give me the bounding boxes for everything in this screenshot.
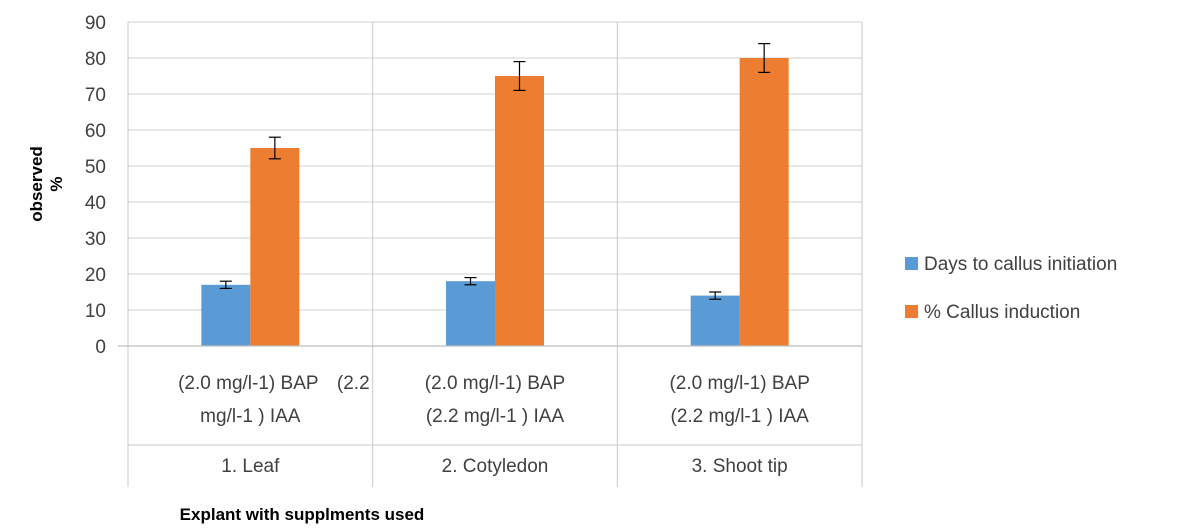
- axes: [118, 22, 863, 487]
- bar-days-to-callus: [201, 284, 251, 346]
- y-tick-label: 80: [85, 49, 106, 70]
- category-value-label: (2.0 mg/l-1) BAP: [669, 373, 809, 394]
- legend-swatch: [905, 305, 918, 318]
- category-group-label: 3. Shoot tip: [692, 456, 788, 477]
- bar-callus-induction: [250, 148, 300, 346]
- category-value-label: (2.2 mg/l-1 ) IAA: [426, 406, 565, 427]
- bar-days-to-callus: [690, 295, 740, 346]
- y-tick-label: 60: [85, 121, 106, 142]
- y-axis-title: observed: [27, 146, 46, 222]
- category-value-label: (2.0 mg/l-1) BAP: [425, 373, 565, 394]
- legend-label: Days to callus initiation: [924, 254, 1117, 275]
- y-tick-label: 90: [85, 13, 106, 34]
- category-value-label: (2.2 mg/l-1 ) IAA: [671, 406, 810, 427]
- category-value-label: (2.2: [337, 373, 370, 394]
- category-group-label: 1. Leaf: [221, 456, 280, 477]
- axis-labels: 0 10 20 30 40 50 60 70 80 90 (2.0 mg/l-1) BAP (2.2 m…: [27, 13, 810, 524]
- bar-days-to-callus: [446, 281, 495, 346]
- legend: Days to callus initiation % Callus induct…: [905, 254, 1117, 323]
- category-value-label: (2.0 mg/l-1) BAP: [178, 373, 318, 394]
- y-tick-label: 40: [85, 193, 106, 214]
- legend-label: % Callus induction: [924, 302, 1080, 323]
- y-tick-label: 70: [85, 85, 106, 106]
- y-tick-label: 30: [85, 229, 106, 250]
- bars: [201, 42, 789, 346]
- y-tick-label: 50: [85, 157, 106, 178]
- legend-swatch: [905, 257, 918, 270]
- y-axis-title-unit: %: [47, 176, 66, 191]
- bar-callus-induction: [495, 76, 544, 346]
- x-axis-title: Explant with supplments used: [180, 505, 425, 524]
- y-tick-label: 10: [85, 301, 106, 322]
- y-tick-label: 20: [85, 265, 106, 286]
- bar-callus-induction: [739, 58, 789, 346]
- y-tick-label: 0: [95, 337, 106, 358]
- category-group-label: 2. Cotyledon: [442, 456, 549, 477]
- category-value-label: mg/l-1 ) IAA: [200, 406, 301, 427]
